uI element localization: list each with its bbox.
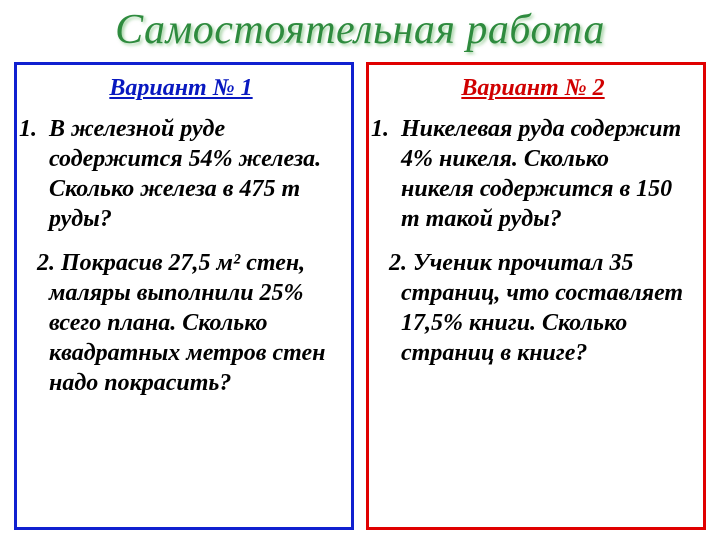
panel-variant-1: Вариант № 1 1. В железной руде содержитс… [14,62,354,530]
variant-1-heading: Вариант № 1 [27,75,335,102]
task-number: 1. [371,114,389,144]
variant-1-tasks: 1. В железной руде содержится 54% железа… [45,114,335,398]
variant-2-task-1: 1. Никелевая руда содержит 4% никеля. Ск… [397,114,687,234]
variant-2-tasks: 1. Никелевая руда содержит 4% никеля. Ск… [397,114,687,368]
panels-container: Вариант № 1 1. В железной руде содержитс… [0,62,720,530]
panel-variant-2: Вариант № 2 1. Никелевая руда содержит 4… [366,62,706,530]
variant-2-task-2: 2. Ученик прочитал 35 страниц, что соста… [383,248,687,368]
variant-1-task-1: 1. В железной руде содержится 54% железа… [45,114,335,234]
variant-2-heading: Вариант № 2 [379,75,687,102]
task-number: 1. [19,114,37,144]
task-text: В железной руде содержится 54% железа. С… [49,116,321,232]
page-title: Самостоятельная работа [0,0,720,62]
task-text: Никелевая руда содержит 4% никеля. Сколь… [401,116,681,232]
variant-1-task-2: 2. Покрасив 27,5 м² стен, маляры выполни… [31,248,335,398]
